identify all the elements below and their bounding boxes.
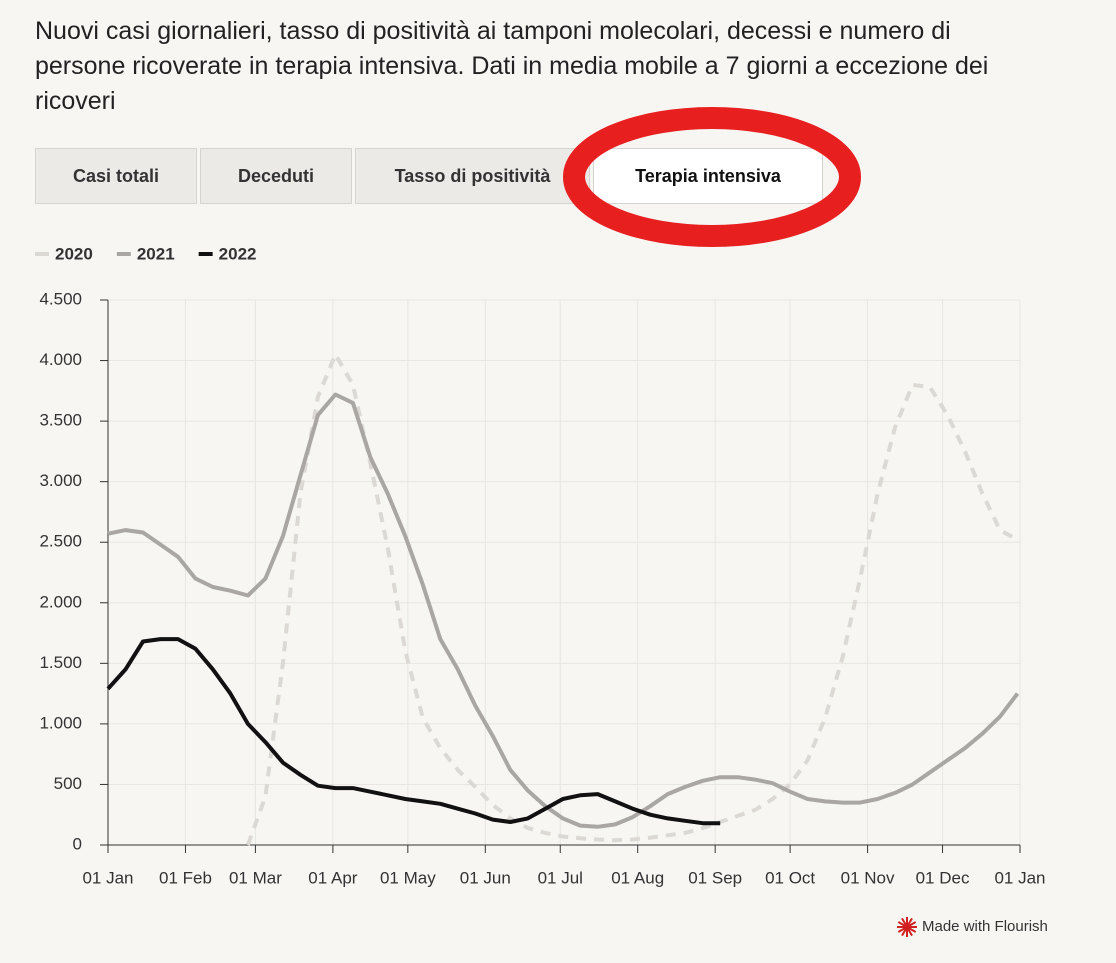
x-tick-label: 01 Mar — [229, 868, 282, 887]
series-line — [106, 637, 721, 826]
credit: Made with Flourish — [922, 918, 1048, 935]
x-tick-label: 01 Jun — [460, 868, 511, 887]
logo-ray — [906, 921, 917, 928]
tab[interactable]: Terapia intensiva — [593, 148, 823, 204]
x-tick-label: 01 Jan — [82, 868, 133, 887]
legend-label: 2022 — [219, 244, 257, 263]
y-tick-label: 1.500 — [39, 653, 82, 672]
flourish-logo — [897, 917, 917, 937]
highlight-circle — [563, 107, 861, 247]
x-tick-label: 01 Apr — [308, 868, 357, 887]
y-tick-label: 0 — [73, 834, 82, 853]
y-tick-label: 2.000 — [39, 592, 82, 611]
x-tick-label: 01 Nov — [841, 868, 895, 887]
y-tick-label: 2.500 — [39, 532, 82, 551]
y-tick-label: 3.000 — [39, 471, 82, 490]
tab[interactable]: Tasso di positività — [355, 148, 590, 204]
y-tick-label: 3.500 — [39, 411, 82, 430]
y-tick-label: 500 — [54, 774, 82, 793]
x-tick-label: 01 Jul — [538, 868, 583, 887]
legend-label: 2021 — [137, 244, 175, 263]
x-tick-label: 01 Dec — [916, 868, 970, 887]
x-tick-label: 01 Sep — [688, 868, 742, 887]
tab[interactable]: Deceduti — [200, 148, 352, 204]
series-line — [107, 392, 1020, 829]
x-tick-label: 01 May — [380, 868, 436, 887]
tab-bar: Casi totali Deceduti Tasso di positività Te… — [35, 148, 823, 204]
series-line — [246, 352, 1019, 846]
x-tick-label: 01 Feb — [159, 868, 212, 887]
x-tick-label: 01 Oct — [765, 868, 815, 887]
y-tick-label: 1.000 — [39, 713, 82, 732]
tab[interactable]: Casi totali — [35, 148, 197, 204]
x-tick-label: 01 Jan — [994, 868, 1045, 887]
y-tick-label: 4.500 — [39, 289, 82, 308]
x-tick-label: 01 Aug — [611, 868, 664, 887]
chart-title: Nuovi casi giornalieri, tasso di positiv… — [35, 17, 989, 115]
legend-label: 2020 — [55, 244, 93, 263]
y-tick-label: 4.000 — [39, 350, 82, 369]
